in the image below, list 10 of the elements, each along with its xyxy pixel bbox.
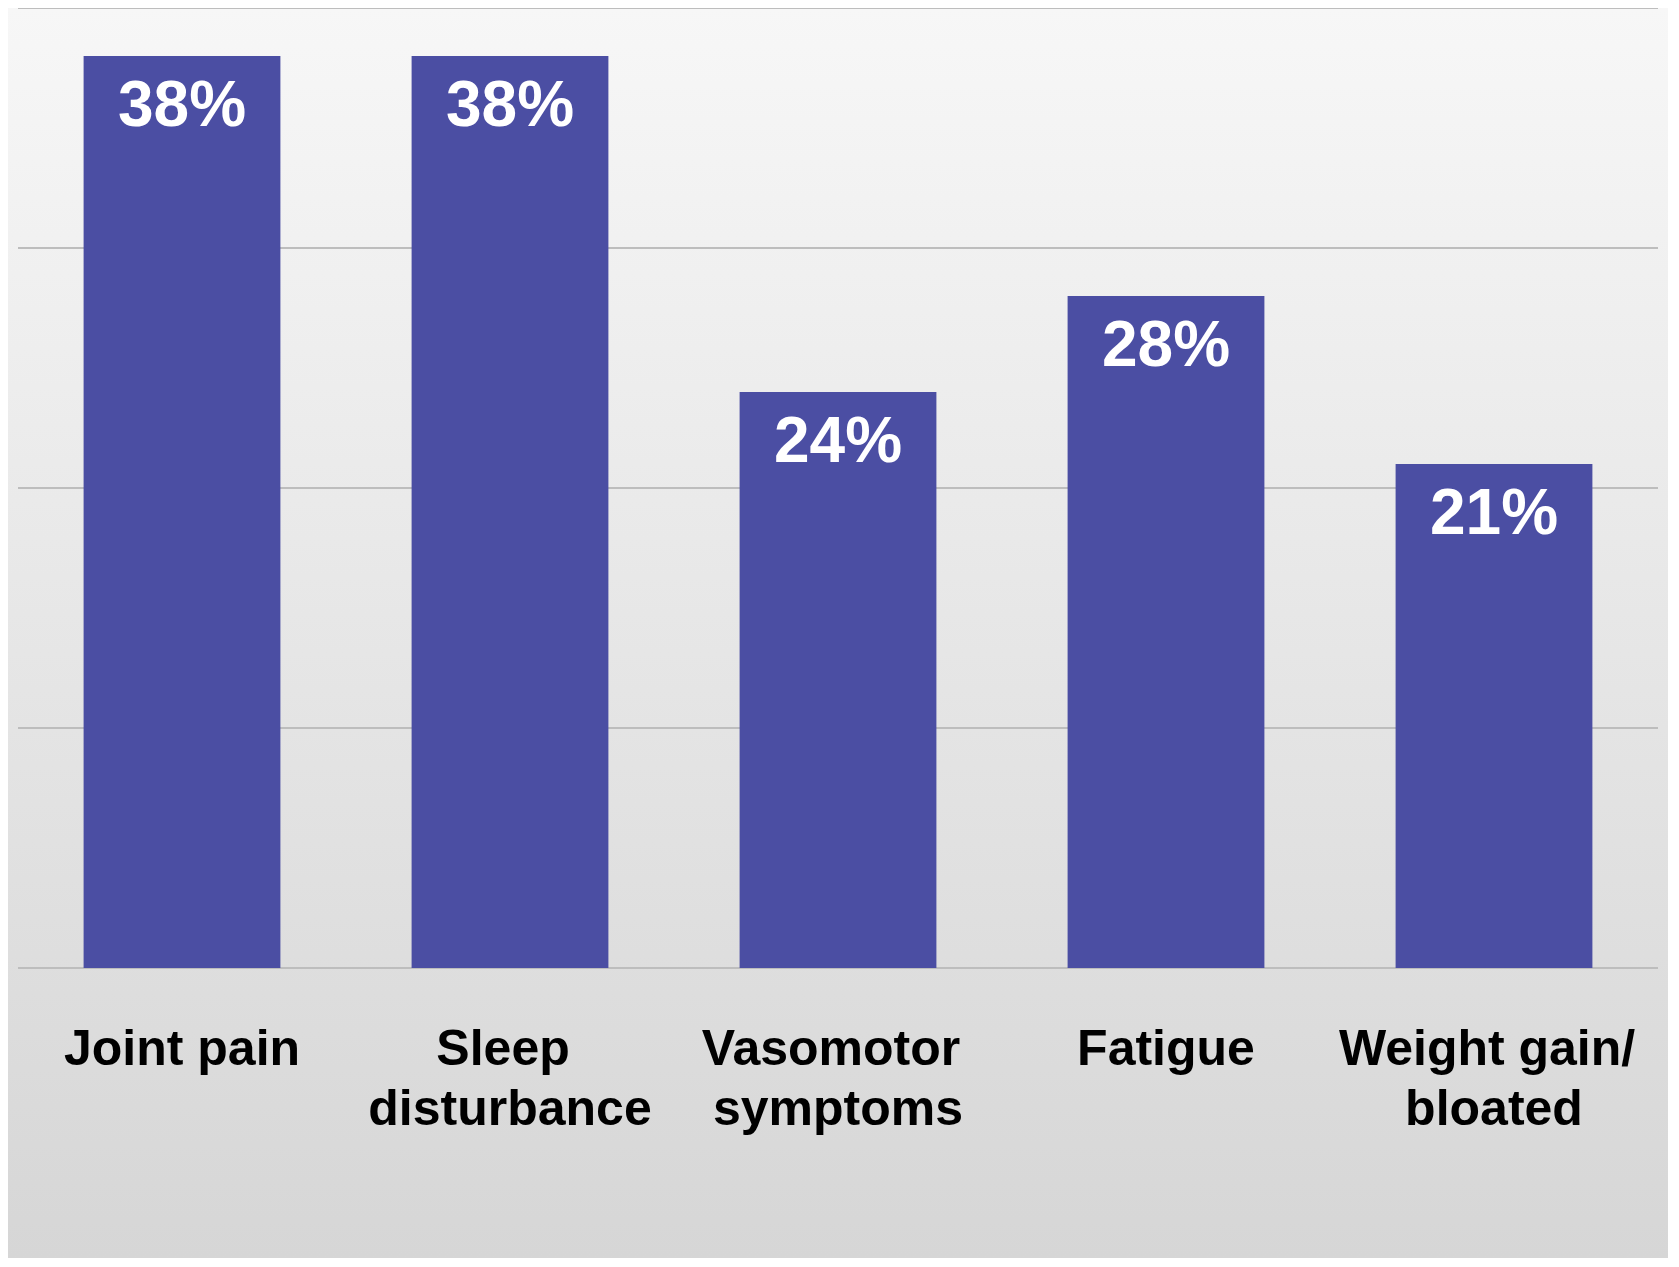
- data-label: 38%: [117, 68, 247, 140]
- x-tick-label: Joint pain: [63, 1020, 301, 1076]
- x-tick-label: Weight gain/ bloated: [1338, 1020, 1650, 1136]
- data-label: 28%: [1101, 308, 1231, 380]
- data-label: 38%: [445, 68, 575, 140]
- x-tick-label: Vasomotor symptoms: [701, 1020, 975, 1136]
- x-tick-label: Sleep disturbance: [368, 1020, 652, 1136]
- x-tick-label: Fatigue: [1077, 1020, 1255, 1076]
- data-label: 24%: [773, 404, 903, 476]
- data-label: 21%: [1429, 476, 1559, 548]
